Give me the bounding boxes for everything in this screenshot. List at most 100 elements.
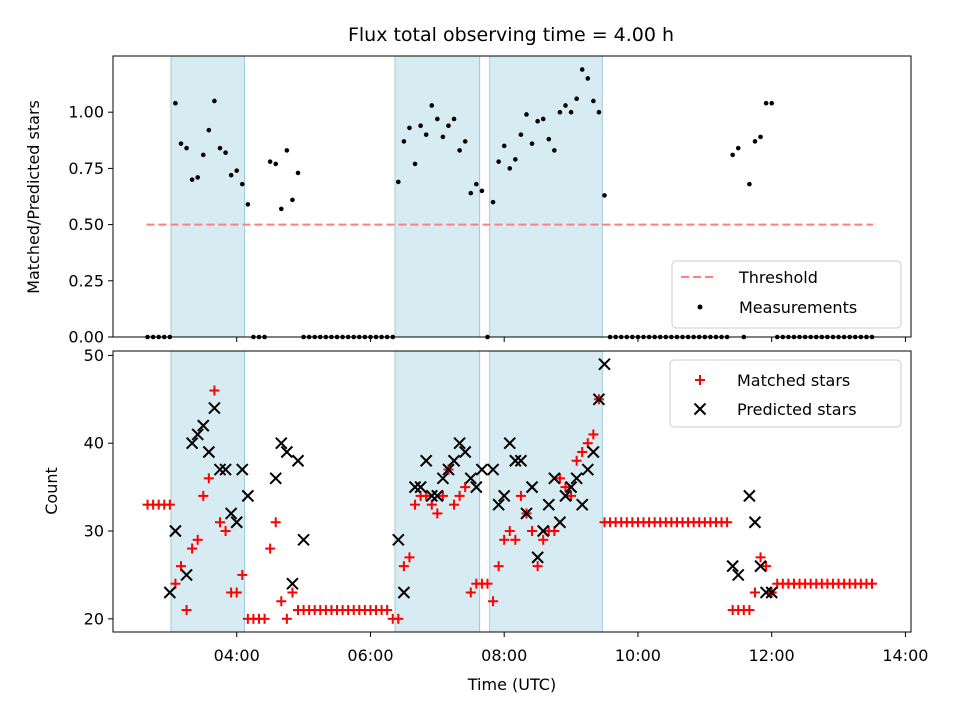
measurement-point	[451, 116, 457, 122]
measurements-legend-marker	[697, 304, 703, 310]
measurement-point	[529, 141, 535, 146]
measurement-point	[284, 148, 290, 153]
measurement-point	[228, 172, 234, 178]
matched-star-point	[499, 534, 510, 545]
predicted-star-point	[453, 436, 466, 450]
matched-star-point	[755, 552, 766, 563]
matched-star-point	[164, 499, 175, 510]
predicted-star-point	[425, 489, 438, 503]
measurement-point	[412, 161, 418, 167]
top-shaded-intervals	[170, 55, 603, 338]
predicted-star-point	[570, 472, 583, 485]
predicted-star-point	[553, 516, 567, 529]
predicted-star-point	[191, 428, 204, 441]
measurement-point	[234, 168, 240, 173]
matched-star-point	[722, 517, 733, 528]
bottom-x-tick-label: 06:00	[347, 646, 393, 665]
predicted-star-point	[202, 445, 216, 459]
predicted-legend-marker	[693, 402, 707, 416]
matched-star-point	[382, 605, 393, 616]
measurement-point	[468, 190, 474, 196]
measurement-point	[273, 161, 279, 167]
threshold-legend-label: Threshold	[738, 268, 818, 287]
measurement-point	[418, 123, 423, 128]
matched-star-point	[220, 526, 231, 537]
matched-star-point	[426, 499, 437, 510]
predicted-star-point	[275, 436, 288, 450]
measurement-point	[396, 179, 401, 185]
matched-star-point	[281, 613, 292, 624]
predicted-star-point	[163, 586, 177, 599]
measurement-point	[200, 152, 206, 158]
matched-star-point	[270, 517, 281, 528]
predicted-star-point	[431, 489, 444, 503]
predicted-star-point	[581, 463, 594, 476]
predicted-star-point	[531, 551, 544, 564]
predicted-star-point	[169, 524, 182, 538]
predicted-star-point	[436, 472, 450, 485]
predicted-star-point	[587, 445, 600, 459]
predicted-star-point	[525, 480, 539, 494]
measurement-point	[563, 103, 568, 108]
measurement-point	[557, 109, 563, 115]
matched-star-point	[460, 482, 471, 493]
measurement-point	[501, 143, 507, 149]
matched-star-point	[515, 490, 526, 501]
bottom-shaded-interval	[489, 350, 603, 633]
predicted-star-point	[748, 516, 762, 529]
predicted-star-point	[269, 472, 282, 485]
predicted-star-point	[224, 507, 238, 520]
matched-star-point	[532, 561, 543, 572]
matched-star-point	[454, 490, 465, 501]
matched-legend-label: Matched stars	[737, 371, 850, 390]
matched-star-point	[192, 534, 203, 545]
measurement-point	[440, 134, 446, 140]
predicted-star-point	[286, 577, 299, 590]
measurement-point	[758, 134, 763, 140]
bottom-x-tick-label: 04:00	[214, 646, 260, 665]
predicted-star-point	[197, 419, 210, 432]
measurement-point	[568, 109, 574, 115]
predicted-star-point	[442, 463, 455, 476]
matched-legend-marker	[695, 375, 705, 385]
bottom-x-ticks: 04:00 06:00 08:00 10:00 12:00 14:00	[214, 632, 928, 665]
measurement-point	[212, 98, 217, 104]
predicted-star-point	[592, 393, 606, 406]
matched-star-point	[393, 613, 404, 624]
measurement-point	[206, 127, 212, 133]
matched-star-point	[214, 517, 225, 528]
measurement-point	[574, 96, 579, 102]
bottom-y-tick-label: 30	[84, 522, 104, 541]
predicted-star-point	[765, 586, 778, 599]
measurement-point	[490, 199, 496, 205]
predicted-star-point	[408, 480, 422, 494]
matched-star-point	[170, 578, 181, 589]
bottom-y-ticks: 20 30 40 50	[84, 346, 113, 628]
predicted-star-point	[576, 498, 589, 511]
measurement-point	[290, 197, 295, 203]
matched-star-point	[554, 473, 565, 484]
measurement-point	[591, 98, 596, 104]
top-shaded-interval	[170, 55, 245, 338]
ratio-panel: 0.00 0.25 0.50 0.75 1.00 Matched/Predicted s…	[24, 55, 912, 347]
matched-star-point	[187, 543, 198, 554]
predicted-star-point	[754, 559, 767, 573]
measurement-point	[479, 188, 485, 194]
top-y-tick-label: 0.25	[68, 271, 104, 290]
predicted-star-point	[732, 568, 745, 582]
matched-star-point	[432, 508, 443, 519]
predicted-star-point	[241, 489, 255, 503]
measurement-point	[217, 145, 223, 151]
measurement-point	[747, 181, 752, 187]
measurement-point	[173, 100, 178, 106]
top-shaded-interval	[394, 55, 481, 338]
measurement-point	[429, 103, 435, 108]
predicted-star-point	[559, 489, 572, 503]
matched-star-point	[404, 552, 415, 563]
measurement-point	[596, 109, 602, 115]
matched-star-point	[761, 561, 772, 572]
measurement-point	[435, 116, 440, 122]
matched-star-point	[421, 490, 432, 501]
predicted-star-point	[219, 463, 232, 476]
